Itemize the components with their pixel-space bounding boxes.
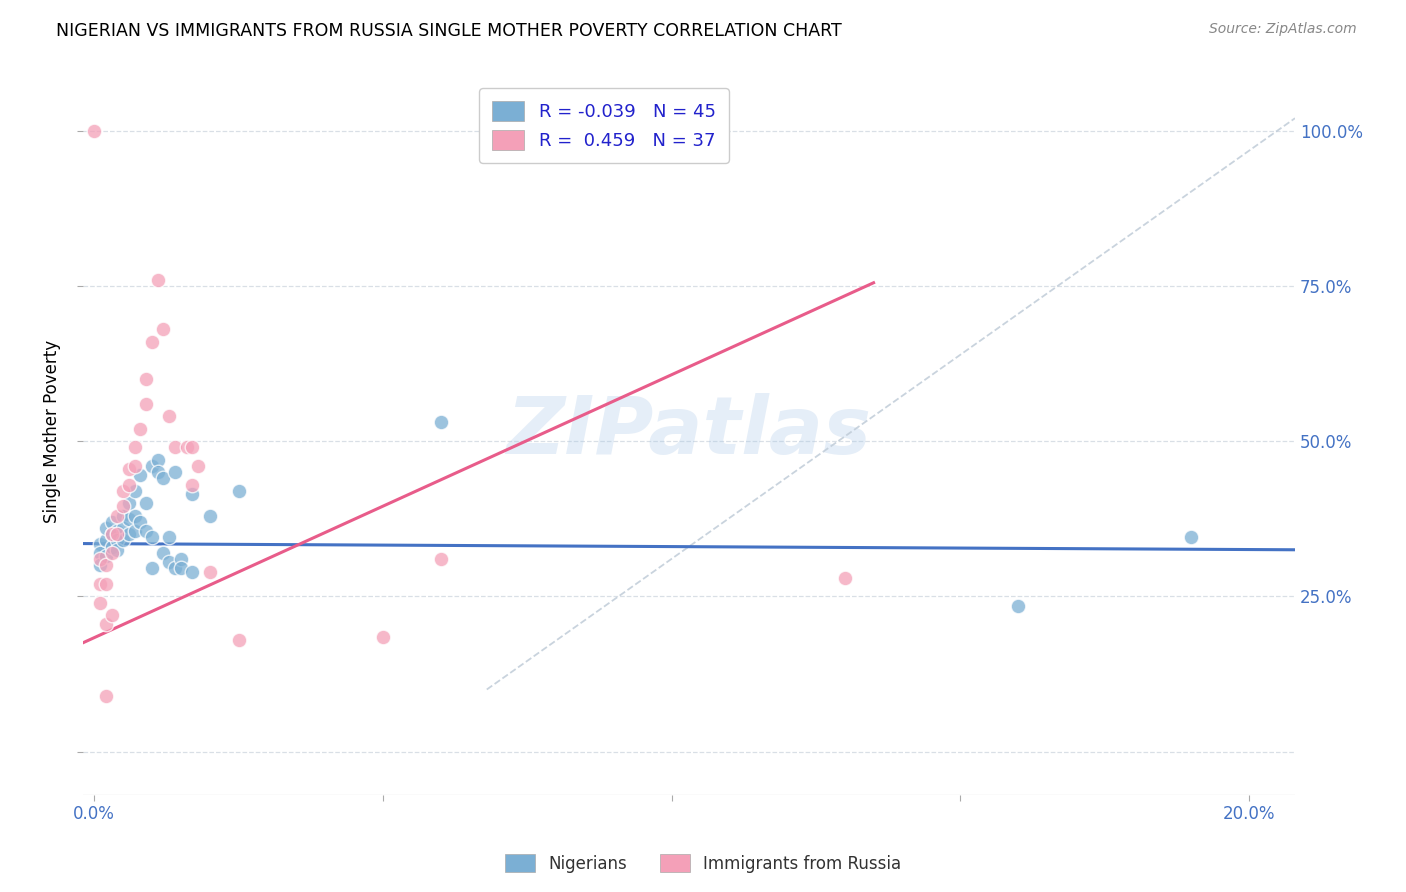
Point xyxy=(100,607,122,622)
Point xyxy=(141,334,163,349)
Point xyxy=(89,558,111,573)
Point xyxy=(187,458,209,473)
Point xyxy=(157,530,180,544)
Point xyxy=(94,617,117,632)
Point xyxy=(105,533,128,548)
Point xyxy=(146,465,169,479)
Point xyxy=(118,527,141,541)
Point xyxy=(170,552,193,566)
Point xyxy=(94,558,117,573)
Point xyxy=(157,555,180,569)
Point xyxy=(94,521,117,535)
Point xyxy=(94,533,117,548)
Point xyxy=(141,458,163,473)
Text: NIGERIAN VS IMMIGRANTS FROM RUSSIA SINGLE MOTHER POVERTY CORRELATION CHART: NIGERIAN VS IMMIGRANTS FROM RUSSIA SINGL… xyxy=(56,22,842,40)
Point xyxy=(105,508,128,523)
Point xyxy=(118,477,141,491)
Point xyxy=(94,689,117,703)
Text: ZIPatlas: ZIPatlas xyxy=(506,392,872,471)
Point xyxy=(146,273,169,287)
Point xyxy=(429,552,451,566)
Point xyxy=(834,571,856,585)
Point xyxy=(198,508,221,523)
Point xyxy=(118,512,141,526)
Point xyxy=(163,561,186,575)
Point xyxy=(1180,530,1202,544)
Point xyxy=(100,546,122,560)
Point xyxy=(135,496,157,510)
Legend: R = -0.039   N = 45, R =  0.459   N = 37: R = -0.039 N = 45, R = 0.459 N = 37 xyxy=(479,88,728,162)
Point xyxy=(124,440,146,454)
Point xyxy=(157,409,180,424)
Point xyxy=(146,452,169,467)
Point xyxy=(89,552,111,566)
Point xyxy=(163,440,186,454)
Point xyxy=(83,123,105,137)
Point xyxy=(118,496,141,510)
Point xyxy=(1007,599,1029,613)
Point xyxy=(118,462,141,476)
Point xyxy=(176,440,198,454)
Point xyxy=(100,527,122,541)
Point xyxy=(124,508,146,523)
Point xyxy=(135,397,157,411)
Point xyxy=(112,483,135,498)
Point xyxy=(112,533,135,548)
Point xyxy=(141,530,163,544)
Point xyxy=(112,521,135,535)
Point xyxy=(100,540,122,554)
Point xyxy=(129,468,152,483)
Point xyxy=(135,524,157,538)
Point xyxy=(112,500,135,514)
Point xyxy=(94,577,117,591)
Point xyxy=(198,565,221,579)
Point xyxy=(124,483,146,498)
Point xyxy=(105,524,128,538)
Point xyxy=(89,577,111,591)
Point xyxy=(129,422,152,436)
Point xyxy=(112,508,135,523)
Point xyxy=(124,458,146,473)
Point xyxy=(94,549,117,563)
Y-axis label: Single Mother Poverty: Single Mother Poverty xyxy=(44,340,60,524)
Point xyxy=(486,123,509,137)
Point xyxy=(100,527,122,541)
Text: Source: ZipAtlas.com: Source: ZipAtlas.com xyxy=(1209,22,1357,37)
Point xyxy=(429,416,451,430)
Point xyxy=(181,487,204,501)
Point xyxy=(181,440,204,454)
Point xyxy=(181,565,204,579)
Point xyxy=(135,372,157,386)
Point xyxy=(152,546,174,560)
Point xyxy=(89,596,111,610)
Point xyxy=(228,632,250,647)
Point xyxy=(152,471,174,485)
Point xyxy=(141,561,163,575)
Point xyxy=(89,546,111,560)
Point xyxy=(105,527,128,541)
Point xyxy=(100,515,122,529)
Point xyxy=(89,536,111,550)
Point xyxy=(105,542,128,557)
Point xyxy=(129,515,152,529)
Legend: Nigerians, Immigrants from Russia: Nigerians, Immigrants from Russia xyxy=(498,847,908,880)
Point xyxy=(152,322,174,336)
Point xyxy=(228,483,250,498)
Point xyxy=(371,630,394,644)
Point xyxy=(124,524,146,538)
Point xyxy=(170,561,193,575)
Point xyxy=(181,477,204,491)
Point xyxy=(163,465,186,479)
